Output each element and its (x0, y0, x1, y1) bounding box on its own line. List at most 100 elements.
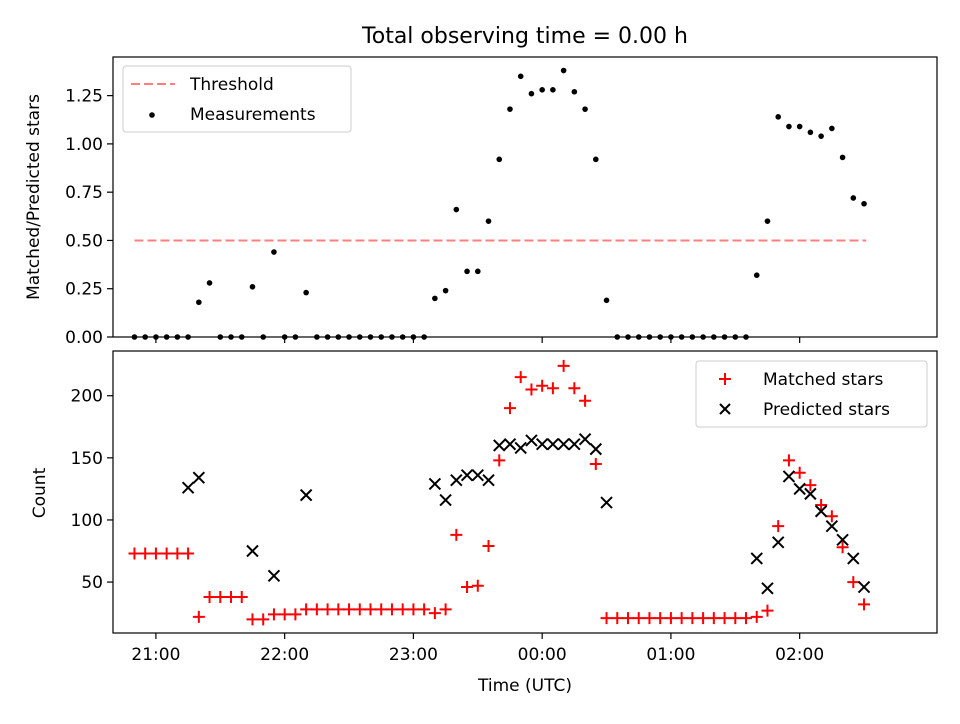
matched-point (847, 576, 860, 589)
matched-point (600, 612, 613, 625)
matched-point (225, 590, 238, 603)
matched-point (128, 547, 141, 560)
predicted-point (439, 493, 452, 507)
measurement-point (818, 133, 824, 139)
bottom-ytick-label: 100 (71, 511, 103, 531)
top-ytick-label: 0.50 (65, 231, 103, 251)
top-ylabel: Matched/Predicted stars (24, 94, 44, 300)
predicted-point (503, 437, 517, 451)
measurement-point (496, 156, 503, 163)
matched-point (364, 603, 377, 616)
matched-point (332, 603, 345, 616)
matched-point (482, 540, 495, 553)
measurement-point (432, 295, 438, 302)
predicted-point (761, 582, 774, 595)
legend-predicted-swatch (719, 403, 731, 415)
measurement-point (582, 106, 588, 112)
predicted-point (804, 487, 817, 501)
predicted-point (299, 488, 313, 502)
measurement-point (271, 249, 277, 255)
predicted-point (825, 519, 839, 533)
bottom-legend-box (695, 360, 928, 428)
matched-point (858, 598, 871, 611)
matched-point (654, 612, 667, 625)
legend-measurements-label: Measurements (190, 105, 316, 125)
predicted-point (514, 441, 527, 455)
matched-point (267, 608, 280, 621)
bottom-axes-frame (112, 350, 938, 634)
matched-point (171, 547, 184, 560)
legend-matched-label: Matched stars (763, 370, 883, 390)
measurement-point (464, 268, 470, 275)
measurement-point (764, 218, 771, 224)
matched-point (707, 612, 720, 625)
matched-point (536, 379, 549, 392)
matched-point (836, 541, 849, 554)
matched-point (568, 382, 581, 395)
matched-point (450, 528, 463, 541)
matched-point (471, 579, 484, 592)
matched-point (804, 479, 817, 492)
bottom-xlabel: Time (UTC) (477, 676, 572, 696)
matched-point (439, 603, 452, 616)
matched-point (546, 382, 559, 395)
predicted-point (847, 552, 860, 565)
matched-point (740, 612, 753, 625)
bottom-xtick-label: 02:00 (775, 645, 824, 665)
predicted-point (181, 481, 195, 494)
legend-measurements-swatch (149, 112, 155, 118)
matched-point (622, 612, 634, 625)
predicted-point (493, 439, 506, 452)
matched-point (428, 607, 441, 620)
matched-point (353, 603, 366, 616)
measurement-point (786, 123, 792, 130)
top-ytick-label: 0.00 (65, 328, 103, 348)
matched-point (750, 610, 763, 623)
matched-point (761, 604, 774, 617)
bottom-legend: Matched stars Predicted stars (695, 360, 928, 428)
bottom-xtick-label: 23:00 (389, 645, 438, 665)
measurement-point (593, 156, 599, 163)
top-legend-box (122, 65, 352, 133)
top-ytick-label: 1.25 (65, 87, 103, 107)
predicted-point (814, 505, 828, 518)
measurement-point (753, 272, 760, 279)
matched-point (815, 499, 828, 512)
predicted-point (192, 471, 206, 484)
matched-point (557, 359, 570, 372)
matched-point (525, 383, 538, 396)
matched-point (643, 612, 656, 625)
measurement-point (474, 268, 481, 275)
matched-point (675, 612, 688, 625)
matched-point (289, 608, 302, 621)
measurement-point (528, 90, 535, 97)
matched-point (782, 454, 795, 467)
matched-point (503, 402, 516, 415)
matched-point (418, 603, 431, 616)
predicted-point (460, 469, 474, 482)
measurement-point (796, 123, 803, 130)
predicted-point (782, 470, 796, 483)
measurement-point (206, 280, 213, 286)
predicted-point (772, 536, 785, 549)
bottom-xtick-label: 21:00 (131, 645, 180, 665)
matched-point (396, 603, 409, 616)
bottom-ytick-label: 50 (81, 573, 103, 593)
predicted-point (557, 437, 570, 451)
predicted-point (267, 569, 281, 583)
predicted-point (428, 477, 442, 491)
predicted-point (568, 437, 581, 451)
matched-point (664, 612, 677, 625)
bottom-ytick-label: 150 (71, 449, 103, 469)
matched-point (139, 547, 152, 560)
predicted-point (600, 496, 613, 509)
matched-point (461, 581, 474, 594)
matched-point (772, 520, 785, 533)
top-axes-frame (112, 56, 938, 338)
matched-point (686, 612, 699, 625)
chart-title: Total observing time = 0.00 h (361, 24, 688, 49)
matched-point (149, 547, 162, 560)
legend-threshold-label: Threshold (189, 75, 274, 95)
bottom-ylabel: Count (30, 467, 50, 518)
matched-point (321, 603, 334, 616)
